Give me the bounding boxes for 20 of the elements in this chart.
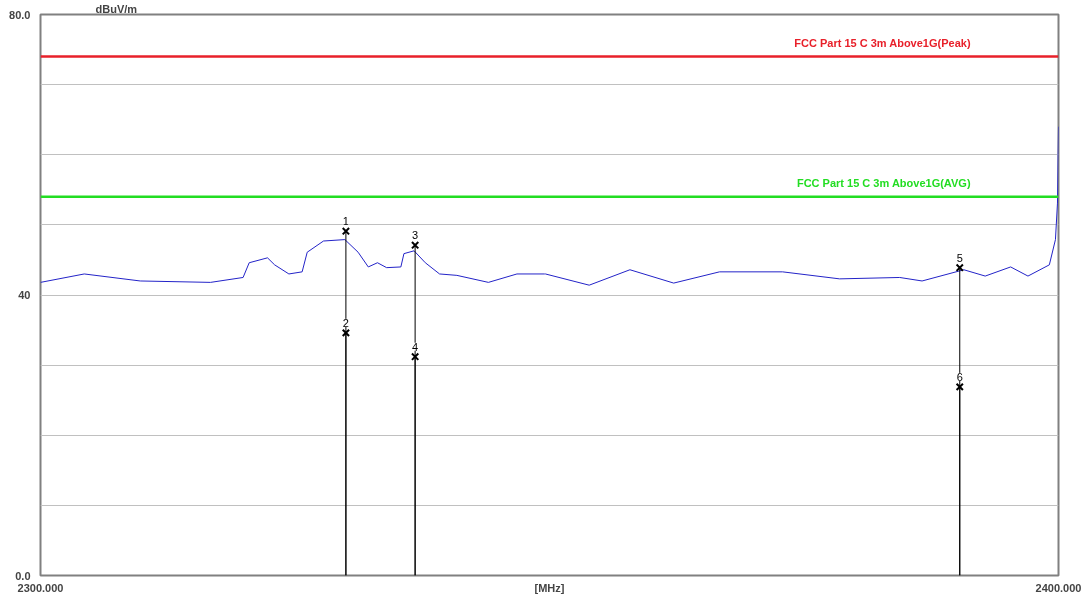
y-tick-label: 40 bbox=[18, 289, 31, 301]
annotation: 2 bbox=[342, 316, 349, 329]
annotation: 1 bbox=[342, 215, 349, 228]
annotation: 5 bbox=[956, 251, 963, 264]
annotation: 3 bbox=[412, 229, 419, 242]
x-axis-title: [MHz] bbox=[534, 581, 565, 594]
y-axis-title: dBuV/m bbox=[95, 2, 138, 15]
point bbox=[410, 352, 420, 361]
y-tick-label: 80.0 bbox=[9, 8, 31, 21]
annotation: 6 bbox=[956, 370, 963, 383]
x-tick-label: 2300.000 bbox=[17, 581, 64, 594]
point bbox=[410, 241, 420, 250]
point bbox=[341, 328, 351, 338]
ref-line-label: FCC Part 15 C 3m Above1G(AVG) bbox=[796, 176, 971, 189]
y-tick-label: 0.0 bbox=[15, 569, 31, 582]
point bbox=[955, 382, 964, 392]
x-tick-label: 2400.000 bbox=[1035, 581, 1082, 594]
annotation: 4 bbox=[412, 340, 419, 353]
ref-line-label: FCC Part 15 C 3m Above1G(Peak) bbox=[794, 36, 971, 49]
point bbox=[341, 227, 351, 236]
